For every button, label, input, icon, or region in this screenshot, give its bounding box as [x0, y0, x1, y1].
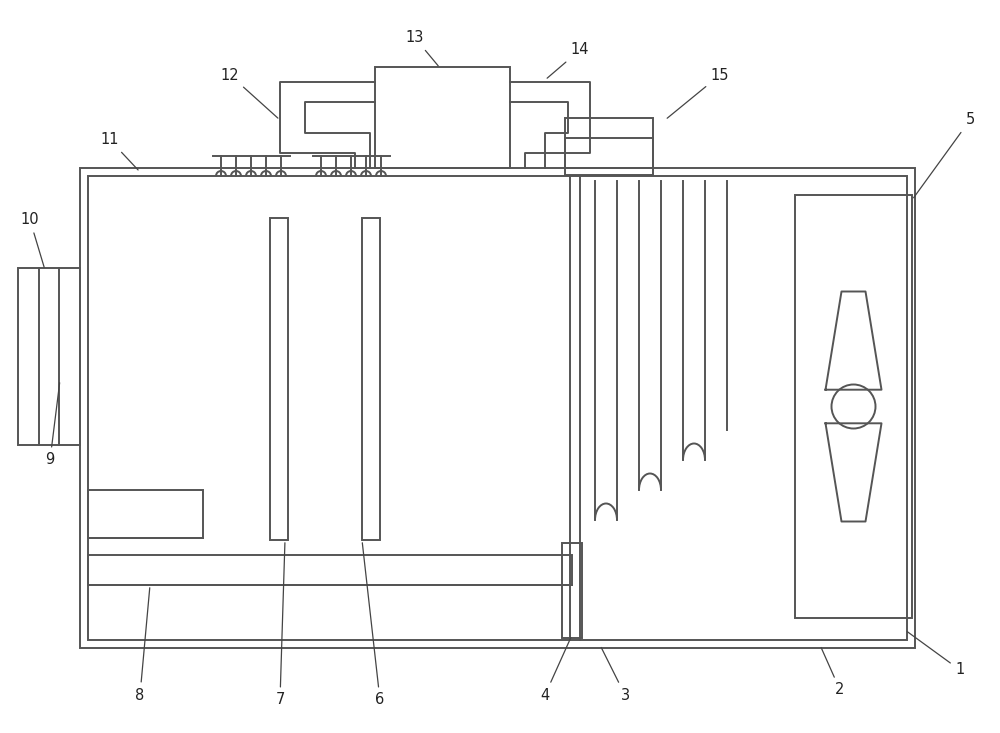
Text: 11: 11: [101, 133, 138, 170]
Bar: [795, 195, 912, 618]
Text: 9: 9: [45, 383, 60, 468]
Bar: [88, 490, 203, 538]
Bar: [88, 176, 907, 640]
Text: 6: 6: [362, 542, 385, 707]
Text: 14: 14: [547, 43, 589, 78]
Bar: [565, 118, 653, 175]
Text: 7: 7: [275, 542, 285, 707]
Text: 12: 12: [221, 67, 278, 118]
Bar: [80, 168, 915, 648]
Text: 15: 15: [667, 67, 729, 118]
Text: 3: 3: [601, 647, 630, 702]
Bar: [362, 218, 380, 540]
Text: 1: 1: [907, 632, 965, 677]
Bar: [270, 218, 288, 540]
Text: 13: 13: [406, 31, 438, 66]
Text: 5: 5: [914, 112, 975, 198]
Bar: [18, 268, 80, 445]
Text: 4: 4: [540, 638, 571, 702]
Text: 8: 8: [135, 588, 150, 702]
Bar: [88, 555, 572, 585]
Text: 2: 2: [821, 647, 845, 698]
Bar: [375, 67, 510, 168]
Bar: [565, 138, 653, 168]
Text: 10: 10: [21, 213, 44, 268]
Bar: [562, 543, 582, 638]
